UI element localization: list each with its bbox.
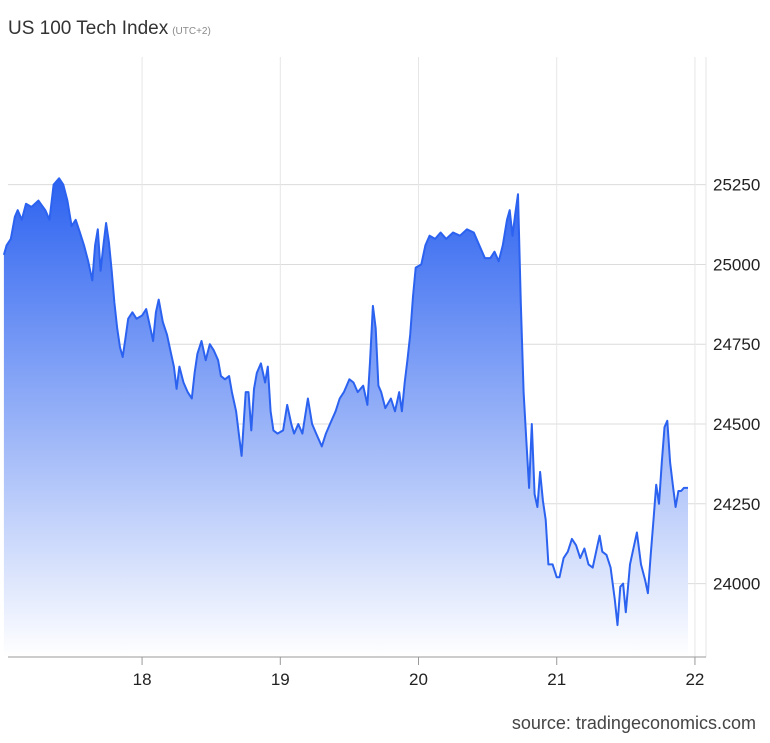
series-line (2, 177, 688, 627)
y-tick-label: 24750 (713, 335, 760, 354)
x-tick-label: 22 (685, 670, 704, 689)
y-tick-label: 24250 (713, 495, 760, 514)
y-tick-label: 25250 (713, 176, 760, 195)
x-axis: 18 19 20 21 22 (133, 657, 704, 689)
y-axis: 24000 24250 24500 24750 25000 25250 (713, 176, 760, 594)
x-tick-label: 21 (547, 670, 566, 689)
chart-title: US 100 Tech Index (UTC+2) (8, 18, 211, 40)
chart-title-text: US 100 Tech Index (8, 18, 169, 39)
source-credit: source: tradingeconomics.com (511, 713, 756, 733)
x-tick-label: 18 (133, 670, 152, 689)
x-tick-label: 20 (409, 670, 428, 689)
y-tick-label: 24000 (713, 575, 760, 594)
y-tick-label: 24500 (713, 415, 760, 434)
series-area (3, 178, 688, 658)
y-tick-label: 25000 (713, 255, 760, 274)
chart-timezone: (UTC+2) (172, 26, 211, 37)
x-tick-label: 19 (271, 670, 290, 689)
